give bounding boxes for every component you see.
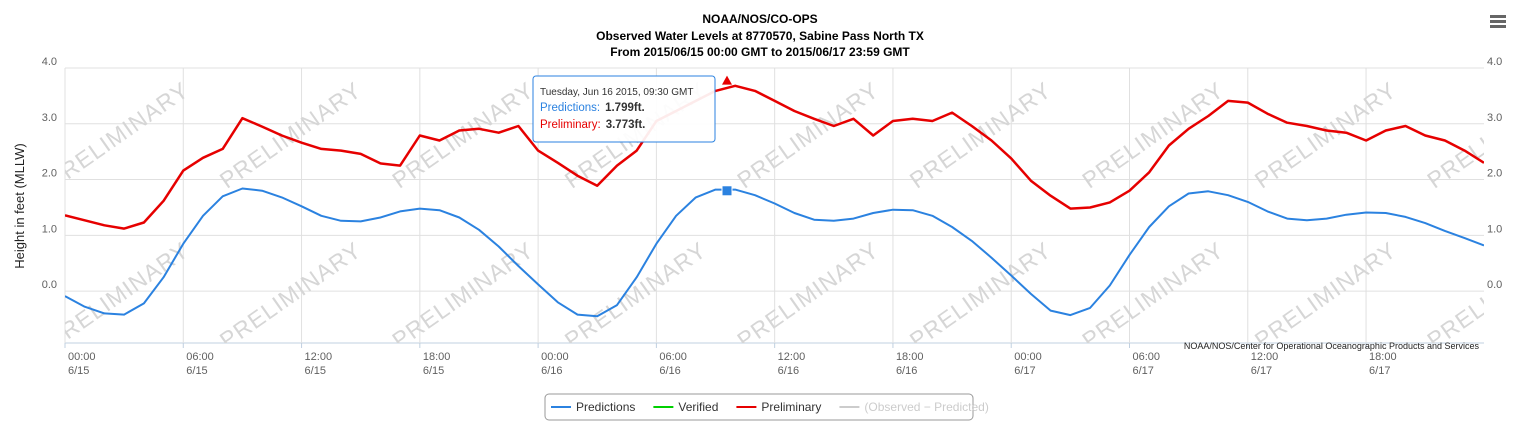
- x-tick-label: 6/17: [1369, 365, 1390, 377]
- y-tick-label: 3.0: [42, 112, 57, 124]
- x-tick-label: 6/15: [305, 365, 326, 377]
- chart-subtitle: From 2015/06/15 00:00 GMT to 2015/06/17 …: [610, 45, 910, 59]
- hover-marker: [721, 185, 733, 197]
- x-tick-label: 00:00: [68, 351, 96, 363]
- x-tick-label: 6/16: [541, 365, 562, 377]
- x-tick-label: 6/16: [659, 365, 680, 377]
- y-tick-label: 0.0: [42, 279, 57, 291]
- legend: Predictions Verified Preliminary (Observed …: [544, 393, 989, 421]
- x-tick-label: 18:00: [1369, 351, 1397, 363]
- watermark: PRELIMINARY: [215, 237, 366, 354]
- legend-label[interactable]: Preliminary: [761, 400, 821, 414]
- x-tick-label: 6/16: [778, 365, 799, 377]
- x-tick-label: 6/15: [68, 365, 89, 377]
- x-tick-label: 12:00: [305, 351, 333, 363]
- legend-box: [544, 393, 974, 421]
- watermark: PRELIMINARY: [387, 77, 538, 194]
- grid: 0.0 1.0 2.0 3.0 4.0 0.0 1.0 2.0 3.0 4.0 00:00 6/15 0…: [42, 56, 1503, 377]
- menu-button[interactable]: [1488, 13, 1508, 31]
- legend-label[interactable]: (Observed − Predicted): [864, 400, 988, 414]
- watermark: PRELIMINARY: [560, 237, 711, 354]
- y-tick-label: 4.0: [42, 56, 57, 68]
- series-line: [65, 84, 1484, 230]
- y2-tick-label: 3.0: [1487, 112, 1502, 124]
- watermarks: PRELIMINARY PRELIMINARY PRELIMINARY PRELIMI…: [65, 77, 1519, 354]
- legend-label[interactable]: Verified: [678, 400, 718, 414]
- tooltip-label: Preliminary:: [540, 119, 601, 131]
- x-tick-label: 12:00: [778, 351, 806, 363]
- x-tick-label: 18:00: [896, 351, 924, 363]
- x-tick-label: 6/16: [896, 365, 917, 377]
- y-axis-label: Height in feet (MLLW): [12, 143, 27, 268]
- y2-tick-label: 4.0: [1487, 56, 1502, 68]
- x-tick-label: 06:00: [1132, 351, 1160, 363]
- x-tick-label: 06:00: [186, 351, 214, 363]
- tooltip-header: Tuesday, Jun 16 2015, 09:30 GMT: [540, 87, 693, 98]
- tooltip-value: 3.773ft.: [606, 119, 646, 131]
- x-tick-label: 6/17: [1014, 365, 1035, 377]
- series: [65, 75, 1484, 318]
- x-tick-label: 00:00: [541, 351, 569, 363]
- watermark: PRELIMINARY: [1422, 77, 1519, 194]
- tooltip-box: [532, 75, 716, 143]
- y2-tick-label: 1.0: [1487, 223, 1502, 235]
- x-tick-label: 6/17: [1251, 365, 1272, 377]
- watermark: PRELIMINARY: [1250, 237, 1401, 354]
- x-tick-label: 00:00: [1014, 351, 1042, 363]
- tooltip-label: Predictions:: [540, 102, 600, 114]
- chart-subtitle: Observed Water Levels at 8770570, Sabine…: [596, 29, 924, 43]
- watermark: PRELIMINARY: [905, 77, 1056, 194]
- watermark: PRELIMINARY: [732, 237, 883, 354]
- y2-tick-label: 2.0: [1487, 168, 1502, 180]
- hover-marker: [722, 75, 732, 85]
- watermark: PRELIMINARY: [387, 237, 538, 354]
- watermark: PRELIMINARY: [215, 77, 366, 194]
- x-tick-label: 18:00: [423, 351, 451, 363]
- x-tick-label: 12:00: [1251, 351, 1279, 363]
- y2-tick-label: 0.0: [1487, 279, 1502, 291]
- x-tick-label: 6/15: [423, 365, 444, 377]
- credit: NOAA/NOS/Center for Operational Oceanogr…: [1184, 341, 1480, 351]
- series-line: [65, 187, 1484, 318]
- watermark: PRELIMINARY: [1077, 237, 1228, 354]
- x-tick-label: 6/17: [1132, 365, 1153, 377]
- chart-title: NOAA/NOS/CO-OPS: [702, 12, 817, 26]
- watermark: PRELIMINARY: [1422, 237, 1519, 354]
- watermark: PRELIMINARY: [1077, 77, 1228, 194]
- tooltip: Tuesday, Jun 16 2015, 09:30 GMT Predicti…: [532, 75, 716, 143]
- x-tick-label: 06:00: [659, 351, 687, 363]
- x-tick-label: 6/15: [186, 365, 207, 377]
- legend-label[interactable]: Predictions: [576, 400, 635, 414]
- y-tick-label: 1.0: [42, 223, 57, 235]
- y-tick-label: 2.0: [42, 168, 57, 180]
- tooltip-value: 1.799ft.: [605, 102, 645, 114]
- watermark: PRELIMINARY: [732, 77, 883, 194]
